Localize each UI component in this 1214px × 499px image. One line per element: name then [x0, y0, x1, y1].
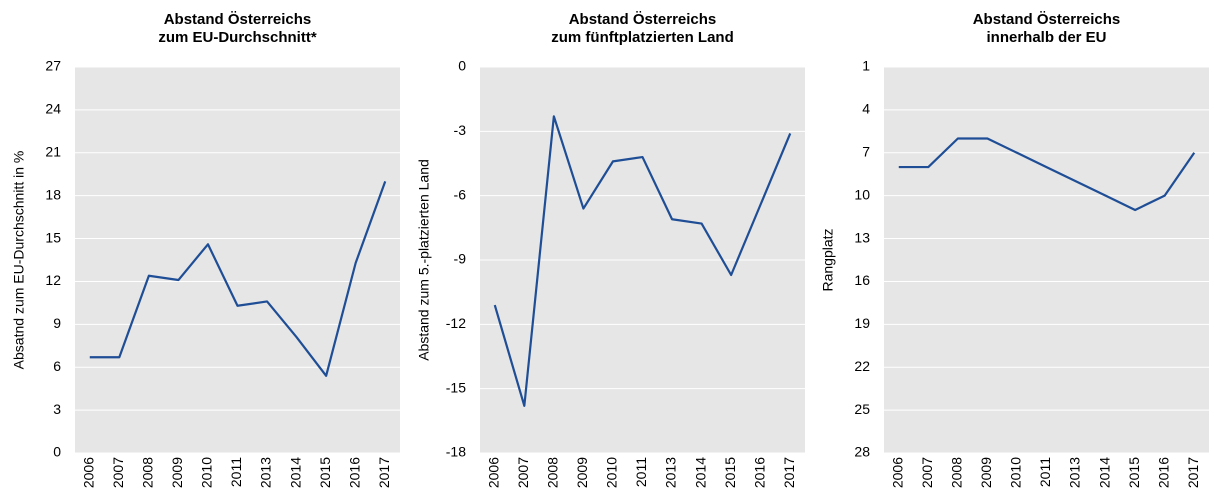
y-tick-label: 16 — [854, 272, 870, 288]
x-tick-label: 2009 — [169, 457, 185, 488]
data-line — [89, 180, 387, 377]
x-tick-label: 2014 — [692, 457, 708, 488]
y-tick-label: 0 — [53, 444, 61, 460]
x-tick-label: 2008 — [949, 457, 965, 488]
x-tick-label: 2014 — [287, 457, 303, 488]
y-axis-label: Rangplatz — [820, 228, 836, 291]
y-axis-label: Absatnd zum EU-Durchschnitt in % — [11, 151, 27, 370]
y-tick-label: 19 — [854, 315, 870, 331]
data-line — [493, 115, 792, 407]
plot-area — [75, 67, 400, 453]
y-tick-label: 12 — [45, 272, 61, 288]
x-tick-label: 2017 — [376, 457, 392, 488]
x-tick-label: 2007 — [110, 457, 126, 488]
y-tick-label: 6 — [53, 358, 61, 374]
y-tick-label: 21 — [45, 143, 61, 159]
x-tick-label: 2010 — [199, 457, 215, 488]
x-tick-label: 2008 — [140, 457, 156, 488]
y-tick-label: 25 — [854, 401, 870, 417]
y-tick-label: 4 — [862, 101, 870, 117]
x-tick-label: 2017 — [1185, 457, 1201, 488]
x-tick-label: 2015 — [1126, 457, 1142, 488]
x-tick-label: 2010 — [1008, 457, 1024, 488]
x-tick-label: 2016 — [1155, 457, 1171, 488]
y-tick-label: -9 — [454, 251, 467, 267]
y-tick-label: -3 — [454, 122, 467, 138]
y-tick-label: 15 — [45, 229, 61, 245]
x-tick-label: 2009 — [978, 457, 994, 488]
x-tick-label: 2006 — [485, 457, 501, 488]
x-tick-label: 2015 — [722, 457, 738, 488]
x-tick-label: 2016 — [346, 457, 362, 488]
x-tick-label: 2013 — [1067, 457, 1083, 488]
x-tick-label: 2016 — [751, 457, 767, 488]
x-tick-label: 2006 — [80, 457, 96, 488]
x-tick-label: 2007 — [919, 457, 935, 488]
y-tick-label: -18 — [446, 444, 466, 460]
x-tick-label: 2011 — [228, 457, 244, 487]
x-tick-label: 2013 — [663, 457, 679, 488]
y-tick-label: -12 — [446, 315, 466, 331]
x-tick-label: 2011 — [633, 457, 649, 487]
data-line — [898, 137, 1196, 212]
y-tick-label: 18 — [45, 186, 61, 202]
x-tick-label: 2015 — [317, 457, 333, 488]
chart-title: innerhalb der EU — [986, 29, 1106, 46]
x-tick-label: 2008 — [545, 457, 561, 488]
x-tick-label: 2006 — [889, 457, 905, 488]
y-tick-label: 7 — [862, 143, 870, 159]
y-tick-label: -15 — [446, 379, 466, 395]
x-tick-label: 2014 — [1096, 457, 1112, 488]
y-tick-label: 9 — [53, 315, 61, 331]
x-tick-label: 2017 — [781, 457, 797, 488]
y-tick-label: 3 — [53, 401, 61, 417]
chart-title: Abstand Österreichs — [569, 11, 717, 28]
y-tick-label: -6 — [454, 186, 467, 202]
plot-area — [884, 67, 1209, 453]
y-tick-label: 22 — [854, 358, 870, 374]
x-tick-label: 2011 — [1037, 457, 1053, 487]
y-tick-label: 10 — [854, 186, 870, 202]
y-tick-label: 27 — [45, 58, 61, 74]
y-tick-label: 1 — [862, 58, 870, 74]
y-axis-label: Abstand zum 5.-platzierten Land — [416, 159, 432, 361]
y-tick-label: 24 — [45, 101, 61, 117]
x-tick-label: 2010 — [604, 457, 620, 488]
y-tick-label: 13 — [854, 229, 870, 245]
y-tick-label: 28 — [854, 444, 870, 460]
y-tick-label: 0 — [458, 58, 466, 74]
x-tick-label: 2007 — [515, 457, 531, 488]
chart-title: zum fünftplatzierten Land — [551, 29, 734, 46]
chart-title: Abstand Österreichs — [164, 11, 312, 28]
chart-title: Abstand Österreichs — [973, 11, 1121, 28]
chart-title: zum EU-Durchschnitt* — [158, 29, 317, 46]
x-tick-label: 2009 — [574, 457, 590, 488]
x-tick-label: 2013 — [258, 457, 274, 488]
